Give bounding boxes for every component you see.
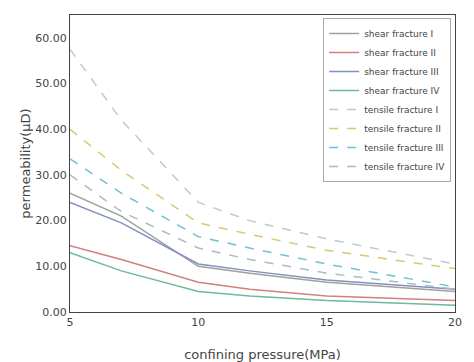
- svg-text:15: 15: [320, 316, 334, 329]
- svg-text:tensile fracture II: tensile fracture II: [364, 124, 441, 134]
- svg-text:confining pressure(MPa): confining pressure(MPa): [184, 347, 341, 362]
- svg-text:shear fracture II: shear fracture II: [364, 48, 436, 58]
- svg-text:50.00: 50.00: [35, 77, 67, 90]
- svg-text:20: 20: [448, 316, 462, 329]
- svg-text:60.00: 60.00: [35, 32, 67, 45]
- svg-text:shear fracture I: shear fracture I: [364, 29, 433, 39]
- svg-text:shear fracture III: shear fracture III: [364, 67, 438, 77]
- svg-text:5: 5: [67, 316, 74, 329]
- svg-text:20.00: 20.00: [35, 214, 67, 227]
- svg-text:40.00: 40.00: [35, 123, 67, 136]
- svg-text:0.00: 0.00: [42, 306, 67, 319]
- svg-text:tensile fracture I: tensile fracture I: [364, 105, 438, 115]
- svg-text:shear fracture IV: shear fracture IV: [364, 86, 440, 96]
- svg-text:tensile fracture IV: tensile fracture IV: [364, 162, 445, 172]
- svg-text:permeability(μD): permeability(μD): [18, 108, 33, 218]
- svg-text:30.00: 30.00: [35, 169, 67, 182]
- svg-text:10: 10: [191, 316, 205, 329]
- svg-text:tensile fracture III: tensile fracture III: [364, 143, 443, 153]
- svg-text:10.00: 10.00: [35, 260, 67, 273]
